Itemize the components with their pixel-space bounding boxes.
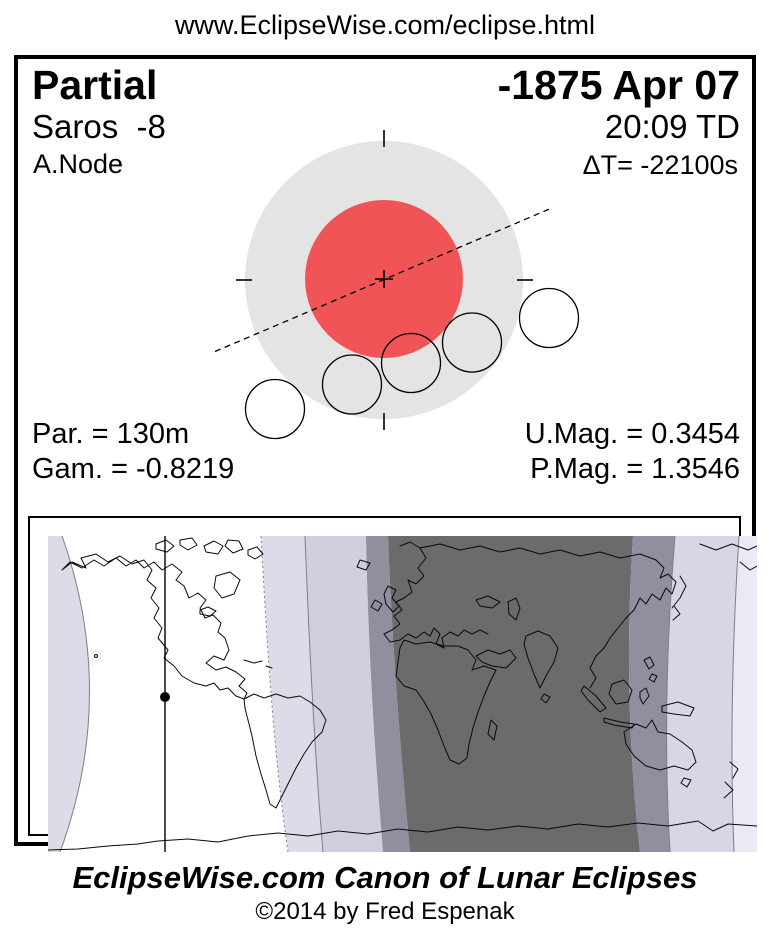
coast-new-zealand — [723, 761, 739, 799]
zone-entire-visible — [387, 536, 640, 852]
partial-duration-stat: Par. = 130m — [32, 418, 190, 450]
coast-north-america — [61, 553, 248, 700]
coast-black-sea — [475, 595, 501, 609]
visibility-map-frame — [28, 516, 758, 853]
zone-penumbra-set-1 — [666, 536, 739, 852]
node-label: A.Node — [33, 149, 124, 179]
page-url-text: www.EclipseWise.com/eclipse.html — [174, 10, 596, 40]
coast-asia — [419, 543, 677, 689]
coast-south-america — [243, 693, 327, 809]
umbral-magnitude-stat: U.Mag. = 0.3454 — [524, 418, 740, 450]
coast-iceland — [356, 559, 371, 571]
coast-arctic-islands — [155, 537, 264, 560]
coast-india — [523, 630, 559, 704]
coastlines — [47, 537, 758, 851]
coast-caspian-sea — [507, 597, 521, 621]
zone-penumbra-rise-1 — [260, 536, 323, 852]
penumbral-magnitude-stat: P.Mag. = 1.3546 — [530, 453, 740, 485]
gamma-stat: Gam. = -0.8219 — [32, 453, 235, 485]
coast-indonesia — [580, 679, 650, 729]
coast-africa — [395, 639, 497, 765]
eclipse-date: -1875 Apr 07 — [497, 62, 740, 108]
delta-t-value: ΔT= -22100s — [582, 150, 738, 180]
zone-penumbra-rise-2 — [304, 536, 383, 852]
zone-umbra-rise — [365, 536, 410, 852]
saros-label: Saros -8 — [32, 108, 166, 145]
coast-madagascar — [487, 719, 498, 741]
zone-umbra-set — [628, 536, 675, 852]
zone-left-sliver — [47, 536, 90, 852]
coast-arabia — [475, 649, 517, 669]
coast-new-guinea — [661, 701, 695, 717]
canon-title: EclipseWise.com Canon of Lunar Eclipses — [72, 860, 698, 895]
coast-chukotka — [699, 543, 758, 571]
zone-boundary-lines — [59, 535, 740, 853]
coast-australia — [623, 719, 697, 788]
eclipse-time: 20:09 TD — [604, 108, 740, 145]
coast-antarctica — [47, 820, 758, 851]
visibility-zones — [47, 536, 757, 852]
coast-great-lakes — [199, 606, 217, 617]
coast-uk-ireland — [370, 585, 400, 613]
eclipse-type-label: Partial — [32, 62, 158, 108]
coast-caribbean — [243, 659, 273, 669]
coast-philippines — [643, 656, 658, 683]
coast-hawaii — [93, 654, 98, 658]
coast-japan — [671, 575, 687, 621]
coast-hudson-bay — [213, 571, 241, 599]
visibility-map — [47, 535, 758, 853]
zenith-point-dot — [159, 692, 170, 702]
copyright-text: ©2014 by Fred Espenak — [255, 898, 515, 925]
coast-europe — [383, 541, 489, 649]
zone-penumbra-set-2 — [731, 536, 757, 852]
